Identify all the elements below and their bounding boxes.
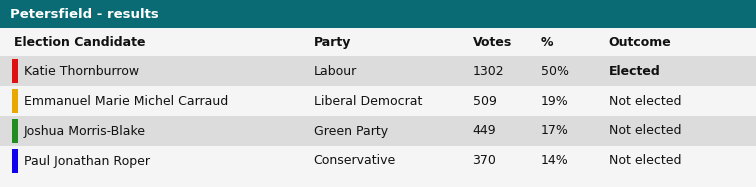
Text: 1302: 1302 xyxy=(472,65,504,77)
Text: 17%: 17% xyxy=(541,125,569,137)
Text: Joshua Morris-Blake: Joshua Morris-Blake xyxy=(24,125,146,137)
Text: Votes: Votes xyxy=(472,36,512,48)
Text: 50%: 50% xyxy=(541,65,569,77)
Text: %: % xyxy=(541,36,553,48)
Bar xyxy=(0,116,756,146)
Text: Liberal Democrat: Liberal Democrat xyxy=(314,94,422,108)
Text: Katie Thornburrow: Katie Thornburrow xyxy=(24,65,139,77)
Text: 370: 370 xyxy=(472,154,497,168)
Bar xyxy=(12,149,18,173)
Text: Not elected: Not elected xyxy=(609,154,681,168)
Text: Emmanuel Marie Michel Carraud: Emmanuel Marie Michel Carraud xyxy=(24,94,228,108)
Text: 509: 509 xyxy=(472,94,497,108)
Text: Petersfield - results: Petersfield - results xyxy=(10,7,159,21)
Bar xyxy=(12,119,18,143)
Text: Party: Party xyxy=(314,36,351,48)
Text: Paul Jonathan Roper: Paul Jonathan Roper xyxy=(24,154,150,168)
Text: Conservative: Conservative xyxy=(314,154,396,168)
Text: 449: 449 xyxy=(472,125,496,137)
Bar xyxy=(12,89,18,113)
Text: 14%: 14% xyxy=(541,154,569,168)
Bar xyxy=(0,86,756,116)
Text: Green Party: Green Party xyxy=(314,125,388,137)
Bar xyxy=(12,59,18,83)
Bar xyxy=(0,56,756,86)
Text: Outcome: Outcome xyxy=(609,36,671,48)
Text: Election Candidate: Election Candidate xyxy=(14,36,145,48)
Bar xyxy=(0,0,756,28)
Text: 19%: 19% xyxy=(541,94,569,108)
Text: Labour: Labour xyxy=(314,65,357,77)
Bar xyxy=(0,146,756,176)
Text: Not elected: Not elected xyxy=(609,94,681,108)
Text: Elected: Elected xyxy=(609,65,660,77)
Text: Not elected: Not elected xyxy=(609,125,681,137)
